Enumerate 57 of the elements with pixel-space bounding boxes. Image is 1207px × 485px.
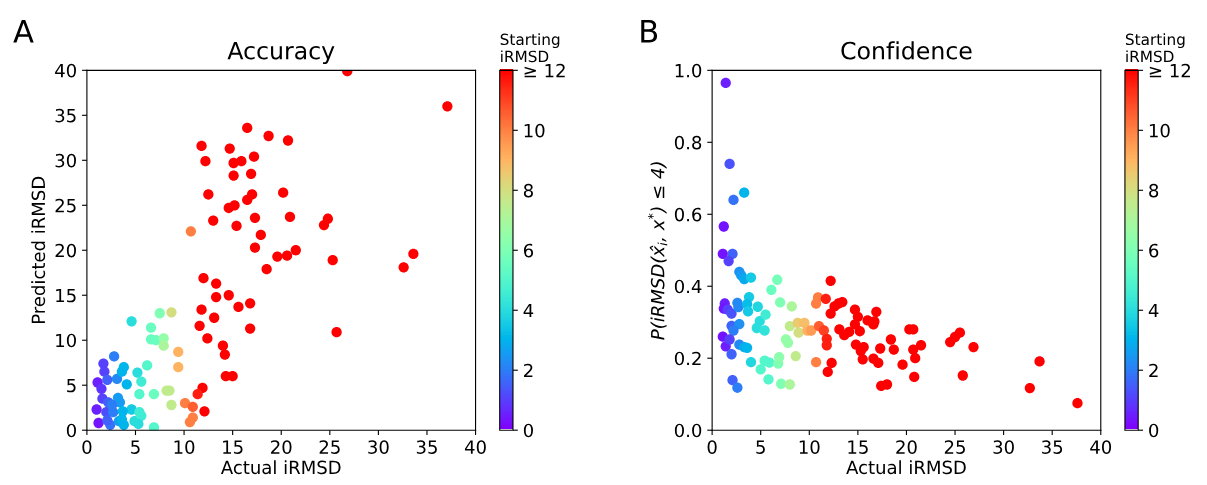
x-tick-label: 20 bbox=[271, 440, 292, 454]
color-bar-label: ≥ 12 bbox=[1149, 63, 1190, 78]
color-bar-label: 10 bbox=[1149, 123, 1170, 138]
color-bar-label: 2 bbox=[524, 363, 533, 378]
x-tick-label: 40 bbox=[464, 440, 486, 454]
color-bar-label: 0 bbox=[523, 423, 533, 438]
y-tick-label: 20 bbox=[55, 243, 76, 258]
y-tick-label: 40 bbox=[55, 63, 76, 78]
color-bar-label: 8 bbox=[1149, 183, 1159, 198]
y-tick-label: 35 bbox=[55, 108, 76, 123]
y-tick-label: 10 bbox=[56, 333, 76, 348]
chart-title: Confidence bbox=[841, 41, 972, 60]
color-bar-label: 4 bbox=[1148, 303, 1159, 318]
y-tick-label: 30 bbox=[55, 153, 76, 168]
x-tick-label: 35 bbox=[1042, 440, 1063, 454]
x-tick-label: 30 bbox=[993, 440, 1014, 454]
color-bar-title: Starting iRMSD bbox=[1125, 33, 1185, 63]
x-tick-label: 5 bbox=[131, 440, 140, 454]
y-tick-label: 25 bbox=[55, 198, 76, 213]
x-tick-label: 40 bbox=[1090, 440, 1112, 454]
y-tick-label: 0.6 bbox=[674, 207, 702, 222]
y-tick-label: 0.4 bbox=[674, 279, 702, 294]
x-tick-label: 15 bbox=[848, 440, 868, 454]
x-tick-label: 30 bbox=[368, 440, 389, 454]
color-bar-label: 10 bbox=[524, 123, 545, 138]
x-tick-label: 10 bbox=[799, 440, 820, 454]
y-tick-label: 1.0 bbox=[675, 63, 702, 78]
text: B bbox=[641, 20, 658, 43]
color-bar-label: ≥ 12 bbox=[524, 63, 565, 78]
color-bar-label: 6 bbox=[1149, 243, 1159, 258]
y-axis-title: P(iRMSD(x̂$_{i}$, x$^{*}$) ≤ 4) bbox=[647, 162, 668, 340]
color-bar-label: 2 bbox=[1149, 363, 1158, 378]
y-axis-title: Predicted iRMSD bbox=[31, 176, 46, 323]
y-tick-label: 0.2 bbox=[674, 351, 701, 366]
chart-title: Accuracy bbox=[227, 42, 335, 65]
color-bar-title: Starting iRMSD bbox=[500, 33, 560, 63]
x-tick-label: 25 bbox=[944, 440, 965, 454]
x-tick-label: 10 bbox=[174, 440, 195, 454]
y-tick-label: 0 bbox=[66, 423, 76, 438]
x-axis-title: Actual iRMSD bbox=[220, 460, 341, 475]
x-tick-label: 35 bbox=[416, 440, 437, 454]
x-axis-title: Actual iRMSD bbox=[846, 460, 966, 475]
y-tick-label: 0.0 bbox=[674, 423, 702, 438]
color-bar-label: 4 bbox=[523, 303, 534, 318]
color-bar-label: 0 bbox=[1149, 423, 1159, 438]
x-tick-label: 20 bbox=[896, 440, 917, 454]
text: A bbox=[13, 20, 34, 43]
x-tick-label: 0 bbox=[707, 440, 717, 454]
x-tick-label: 5 bbox=[756, 440, 765, 454]
y-tick-label: 5 bbox=[67, 378, 76, 393]
x-tick-label: 15 bbox=[223, 440, 243, 454]
y-tick-label: 15 bbox=[56, 288, 76, 303]
color-bar-label: 6 bbox=[523, 243, 534, 258]
x-tick-label: 25 bbox=[319, 440, 340, 454]
y-tick-label: 0.8 bbox=[674, 135, 702, 150]
x-tick-label: 0 bbox=[82, 440, 92, 454]
color-bar-label: 8 bbox=[523, 183, 533, 198]
